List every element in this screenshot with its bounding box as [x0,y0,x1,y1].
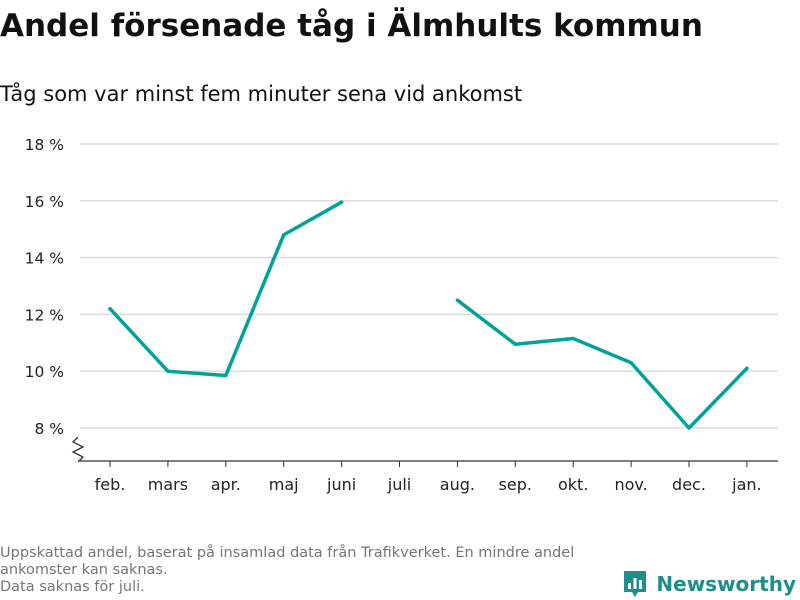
data-point [513,342,517,346]
chart-title: Andel försenade tåg i Älmhults kommun [0,8,703,44]
x-tick-label: dec. [672,475,706,494]
newsworthy-logo-icon [624,571,647,597]
x-tick-label: maj [269,475,299,494]
series-line [108,200,344,378]
footnote-line-2: Data saknas för juli. [0,579,145,595]
data-point [340,200,344,204]
y-tick-label: 8 % [34,420,64,438]
data-point [455,298,459,302]
x-tick-label: okt. [558,475,588,494]
y-axis-break-icon [71,436,85,463]
y-tick-label: 16 % [25,193,64,211]
data-point [687,426,691,430]
x-tick-label: jan. [731,475,761,494]
line-chart: 8 % 10 % 12 % 14 % 16 % 18 % feb. mars apr. maj j… [25,136,778,494]
y-tick-label: 10 % [25,363,64,381]
x-tick-label: aug. [440,475,475,494]
data-point [745,366,749,370]
x-tick-label: feb. [95,475,126,494]
brand-logo: Newsworthy [622,568,796,600]
y-tick-label: 18 % [25,136,64,154]
x-tick-label: nov. [614,475,647,494]
x-axis: feb. mars apr. maj juni juli aug. sep. okt. nov. d… [80,460,778,494]
y-tick-label: 12 % [25,306,64,324]
footnote: Uppskattad andel, baserat på insamlad da… [0,545,630,596]
data-point [108,307,112,311]
footnote-line-1: Uppskattad andel, baserat på insamlad da… [0,545,575,578]
x-tick-label: juli [387,475,411,494]
y-axis-ticks: 8 % 10 % 12 % 14 % 16 % 18 % [25,136,64,438]
series-lines [108,200,749,430]
data-point [571,336,575,341]
data-point [629,361,633,365]
y-tick-label: 14 % [25,250,64,268]
chart-subtitle: Tåg som var minst fem minuter sena vid a… [0,82,523,106]
data-point [166,369,170,373]
x-tick-label: sep. [499,475,532,494]
data-point [282,233,286,237]
data-point [224,373,228,378]
grid-lines [80,143,778,429]
series-line [455,298,749,430]
x-tick-label: apr. [211,475,241,494]
x-tick-label: juni [326,475,356,494]
x-tick-label: mars [148,475,188,494]
brand-name: Newsworthy [656,572,796,596]
